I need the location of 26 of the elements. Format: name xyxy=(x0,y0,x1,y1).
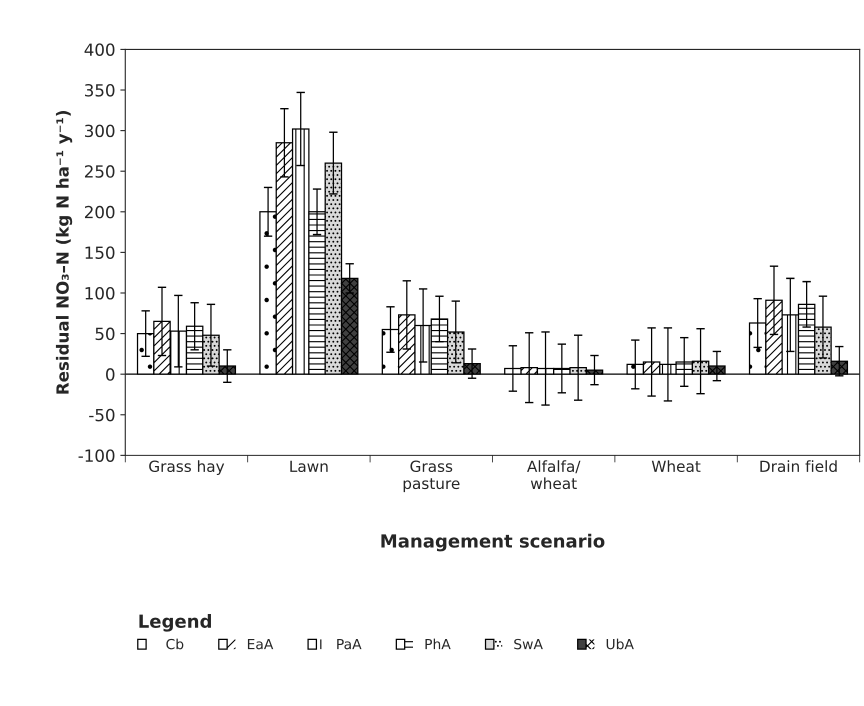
legend-label: PhA xyxy=(425,638,451,650)
y-tick-label: 200 xyxy=(84,206,114,218)
y-tick-label: -100 xyxy=(78,449,114,462)
legend-label: SwA xyxy=(514,638,543,650)
x-tick-label: Lawn xyxy=(290,460,328,472)
legend-label: EaA xyxy=(248,639,274,650)
y-tick-label: -50 xyxy=(89,408,114,422)
y-tick-label: 250 xyxy=(84,165,114,178)
x-tick-label: Alfalfa/ wheat xyxy=(527,460,580,490)
y-tick-label: 300 xyxy=(85,124,114,138)
x-tick-label: Drain field xyxy=(760,460,837,472)
legend-label: Cb xyxy=(166,638,184,650)
y-tick-label: 100 xyxy=(86,286,114,300)
y-tick-label: 150 xyxy=(86,246,114,259)
y-tick-label: 350 xyxy=(85,84,114,97)
x-axis-title: Management scenario xyxy=(381,534,604,552)
legend-title: Legend xyxy=(139,614,211,632)
y-axis-title: Residual NO₃–N (kg N ha⁻¹ y⁻¹) xyxy=(56,111,72,394)
x-tick-label: Grass pasture xyxy=(404,460,460,492)
y-tick-label: 400 xyxy=(84,43,114,56)
y-tick-label: 50 xyxy=(96,328,114,340)
y-tick-label: 0 xyxy=(106,368,114,381)
x-tick-label: Grass hay xyxy=(149,460,224,476)
legend-label: UbA xyxy=(606,638,634,650)
legend-label: PaA xyxy=(337,639,362,650)
x-tick-label: Wheat xyxy=(652,460,700,472)
